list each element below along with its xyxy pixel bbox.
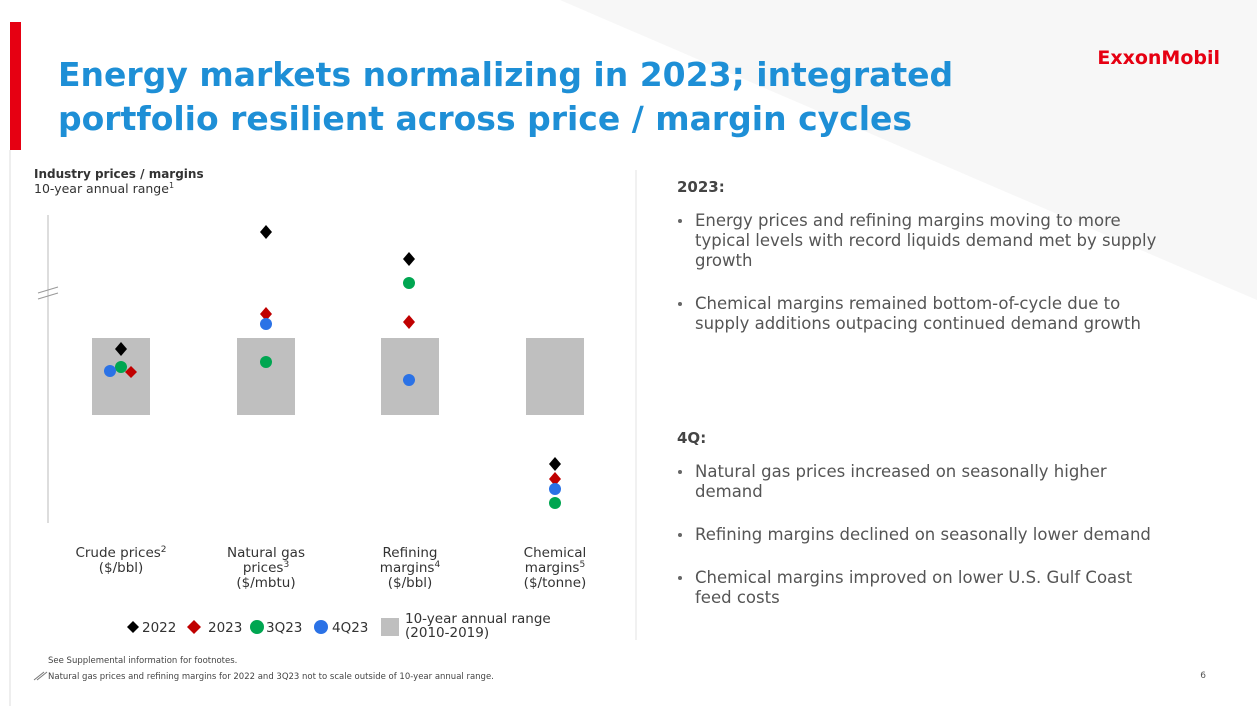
- category-unit: ($/tonne): [524, 575, 587, 591]
- category-unit: ($/mbtu): [236, 575, 295, 591]
- bullet-text: growth: [695, 251, 752, 270]
- marker-4q23: [403, 374, 415, 386]
- legend-symbol: [250, 620, 264, 634]
- section-heading: 2023:: [677, 178, 725, 196]
- bullet-text: Natural gas prices increased on seasonal…: [695, 462, 1107, 481]
- category-unit: ($/bbl): [388, 575, 433, 591]
- marker-2022: [115, 342, 127, 356]
- markers: [104, 225, 561, 509]
- commentary: 2023: Energy prices and refining margins …: [677, 178, 1157, 607]
- marker-2022: [549, 457, 561, 471]
- chart-heading: Industry prices / margins: [34, 167, 204, 181]
- bullet: [678, 576, 682, 580]
- superscript: 4: [434, 560, 440, 570]
- logo: ExxonMobil: [1097, 47, 1220, 69]
- bullet-text: feed costs: [695, 588, 780, 607]
- marker-3q23: [403, 277, 415, 289]
- category-label: Chemical: [524, 545, 587, 561]
- marker-2022: [403, 252, 415, 266]
- legend-symbol: [127, 621, 139, 633]
- bullet-text: demand: [695, 482, 763, 501]
- legend-symbol: [187, 620, 201, 634]
- range-box: [526, 338, 584, 415]
- legend-label: 2022: [142, 620, 176, 636]
- background-shape: [560, 0, 1257, 300]
- label-text: margins: [380, 560, 435, 576]
- superscript: 5: [579, 560, 585, 570]
- bullet: [678, 533, 682, 537]
- subheading-text: 10-year annual range: [34, 181, 169, 196]
- marker-2023: [549, 472, 561, 486]
- superscript: 3: [283, 560, 289, 570]
- legend-label: 3Q23: [266, 620, 302, 636]
- bullet: [678, 470, 682, 474]
- label-text: margins: [525, 560, 580, 576]
- section-heading: 4Q:: [677, 429, 706, 447]
- category-label: Crude prices2: [75, 545, 166, 561]
- bullet-text: Energy prices and refining margins movin…: [695, 211, 1121, 230]
- category-labels: Crude prices2($/bbl)Natural gasprices3($…: [75, 545, 586, 591]
- marker-2023: [403, 315, 415, 329]
- category-label: margins4: [380, 560, 441, 576]
- legend-label: 4Q23: [332, 620, 368, 636]
- legend-label: 10-year annual range: [405, 611, 551, 627]
- category-label: Refining: [382, 545, 437, 561]
- title-line: portfolio resilient across price / margi…: [58, 99, 912, 138]
- bullet-text: typical levels with record liquids deman…: [695, 231, 1157, 250]
- superscript: 2: [161, 545, 167, 555]
- marker-3q23: [260, 356, 272, 368]
- superscript: 1: [169, 181, 174, 190]
- accent-bar: [10, 22, 21, 150]
- marker-4q23: [104, 365, 116, 377]
- marker-3q23: [549, 497, 561, 509]
- marker-4q23: [260, 318, 272, 330]
- label-text: prices: [243, 560, 284, 576]
- legend: 2022 2023 3Q23 4Q23 10-year annual range…: [127, 611, 551, 641]
- label-text: Refining: [382, 545, 437, 561]
- bullet-text: supply additions outpacing continued dem…: [695, 314, 1141, 333]
- title-line: Energy markets normalizing in 2023; inte…: [58, 55, 953, 94]
- axis-break: [37, 286, 59, 294]
- legend-symbol: [314, 620, 328, 634]
- category-label: Natural gas: [227, 545, 305, 561]
- bullet: [678, 219, 682, 223]
- page-number: 6: [1200, 671, 1206, 681]
- category-label: margins5: [525, 560, 585, 576]
- bullet-text: Chemical margins remained bottom-of-cycl…: [695, 294, 1120, 313]
- marker-2022: [260, 225, 272, 239]
- marker-2023: [125, 366, 137, 378]
- range-box: [237, 338, 295, 415]
- break-icon: [36, 671, 48, 681]
- bullet-text: Chemical margins improved on lower U.S. …: [695, 568, 1133, 587]
- footnote: See Supplemental information for footnot…: [48, 656, 237, 666]
- category-unit: ($/bbl): [99, 560, 144, 576]
- footnote: Natural gas prices and refining margins …: [48, 672, 494, 682]
- range-boxes: [92, 338, 584, 415]
- label-text: Natural gas: [227, 545, 305, 561]
- break-icon: [33, 671, 45, 681]
- bullet-text: Refining margins declined on seasonally …: [695, 525, 1151, 544]
- label-text: Chemical: [524, 545, 587, 561]
- chart-subheading: 10-year annual range1: [34, 181, 174, 196]
- legend-label: 2023: [208, 620, 242, 636]
- legend-symbol: [381, 618, 399, 636]
- label-text: Crude prices: [75, 545, 160, 561]
- marker-3q23: [115, 361, 127, 373]
- marker-4q23: [549, 483, 561, 495]
- legend-label: (2010-2019): [405, 625, 489, 641]
- axis-break: [37, 292, 59, 300]
- category-label: prices3: [243, 560, 289, 576]
- bullet: [678, 302, 682, 306]
- marker-2023: [260, 307, 272, 321]
